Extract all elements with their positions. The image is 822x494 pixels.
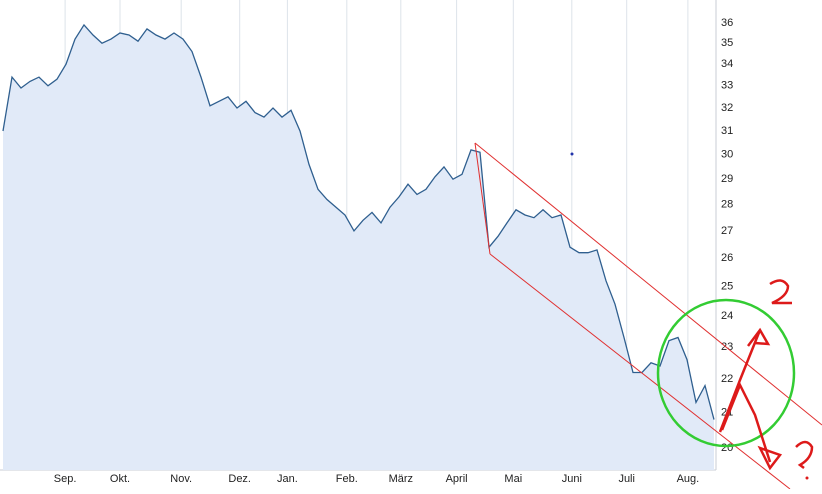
x-tick-label: Okt. xyxy=(110,473,130,485)
annotations xyxy=(474,142,822,490)
y-tick-label: 32 xyxy=(721,102,733,114)
channel-edge xyxy=(474,142,491,255)
y-tick-label: 30 xyxy=(721,149,733,161)
x-tick-label: März xyxy=(389,473,413,485)
x-tick-label: Mai xyxy=(504,473,522,485)
dot xyxy=(570,152,574,156)
y-tick-label: 22 xyxy=(721,373,733,385)
x-tick-label: Nov. xyxy=(170,473,192,485)
y-tick-label: 35 xyxy=(721,37,733,49)
question-mark-bottom xyxy=(795,440,814,469)
y-tick-label: 26 xyxy=(721,252,733,264)
x-tick-label: Aug. xyxy=(677,473,700,485)
x-tick-label: Dez. xyxy=(228,473,251,485)
x-tick-label: Sep. xyxy=(54,473,77,485)
y-tick-label: 29 xyxy=(721,173,733,185)
x-tick-label: Jan. xyxy=(277,473,298,485)
arrow-up xyxy=(718,327,771,433)
x-tick-label: April xyxy=(446,473,468,485)
question-mark-top xyxy=(769,279,792,305)
y-tick-label: 25 xyxy=(721,280,733,292)
highlight-circle xyxy=(656,298,796,448)
y-tick-label: 31 xyxy=(721,125,733,137)
x-tick-label: Feb. xyxy=(336,473,358,485)
y-tick-label: 33 xyxy=(721,80,733,92)
x-tick-label: Juni xyxy=(562,473,582,485)
channel-upper xyxy=(474,142,822,426)
channel-lower xyxy=(489,253,791,490)
y-tick-label: 28 xyxy=(721,199,733,211)
arrow-down xyxy=(720,381,783,471)
x-tick-label: Juli xyxy=(618,473,635,485)
price-line xyxy=(2,23,715,420)
question-dot xyxy=(805,476,809,480)
y-tick-label: 27 xyxy=(721,225,733,237)
plot xyxy=(2,23,715,471)
y-tick-label: 36 xyxy=(721,17,733,29)
area-fill xyxy=(3,24,714,471)
y-tick-label: 24 xyxy=(721,310,733,322)
y-tick-label: 34 xyxy=(721,58,733,70)
